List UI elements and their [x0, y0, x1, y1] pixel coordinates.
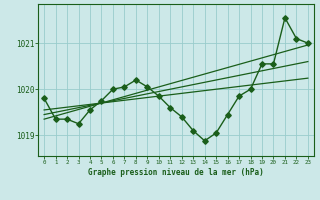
X-axis label: Graphe pression niveau de la mer (hPa): Graphe pression niveau de la mer (hPa): [88, 168, 264, 177]
